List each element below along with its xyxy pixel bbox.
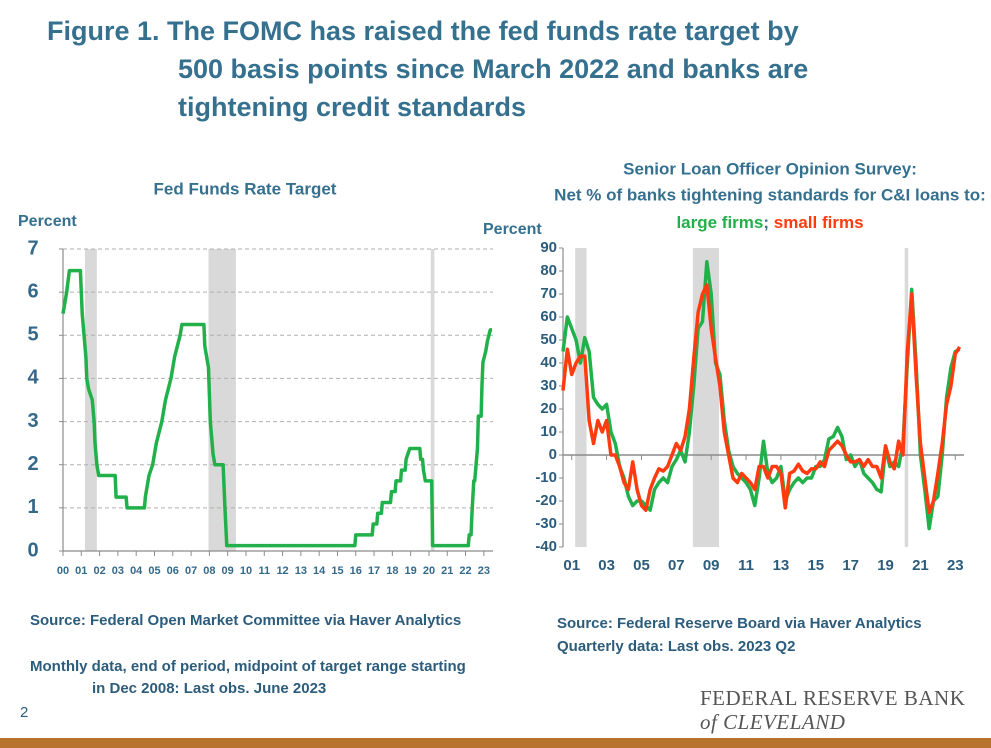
y-tick-label: 7 [27,237,38,259]
x-tick-label: 18 [386,565,398,577]
y-tick-label: 70 [540,285,557,302]
x-tick-label: 01 [75,565,87,577]
source-note: Source: Federal Reserve Board via Haver … [557,615,922,632]
legend-entry: large firms [676,213,763,232]
data-line [561,260,961,531]
x-tick-label: 17 [842,557,859,574]
x-tick-label: 08 [203,565,215,577]
page-number: 2 [20,704,28,721]
x-tick-label: 15 [807,557,824,574]
x-tick-label: 10 [240,565,252,577]
y-axis-label: Percent [18,213,77,230]
x-tick-label: 15 [331,565,343,577]
x-tick-label: 06 [167,565,179,577]
y-tick-label: 0 [549,446,557,463]
x-tick-label: 17 [368,565,380,577]
y-tick-label: 1 [27,496,38,518]
y-tick-label: 60 [540,308,557,325]
y-tick-label: 6 [27,280,38,302]
x-tick-label: 03 [112,565,124,577]
recession-shading [430,249,435,551]
data-note: Quarterly data: Last obs. 2023 Q2 [557,638,796,655]
x-tick-label: 11 [738,557,754,574]
x-tick-label: 03 [598,557,615,574]
recession-shading [208,249,236,551]
y-tick-label: 90 [540,239,557,256]
y-tick-label: 30 [540,377,557,394]
data-line [61,268,493,548]
recession-shading [575,248,587,547]
x-tick-label: 22 [459,565,471,577]
x-tick-label: 11 [258,565,270,577]
logo-line: of CLEVELAND [700,710,846,734]
y-tick-label: 20 [540,400,557,417]
y-tick-label: 80 [540,262,557,279]
y-tick-label: 10 [540,423,557,440]
legend-entry: small firms [774,213,864,232]
x-tick-label: 19 [877,557,894,574]
x-tick-label: 05 [633,557,650,574]
x-tick-label: 07 [185,565,197,577]
slide-title: Figure 1. The FOMC has raised the fed fu… [47,16,799,46]
x-tick-label: 00 [57,565,69,577]
source-note: Source: Federal Open Market Committee vi… [30,612,462,629]
chart-title: Senior Loan Officer Opinion Survey: [623,159,917,178]
y-tick-label: 5 [27,324,38,346]
chart-title: Net % of banks tightening standards for … [554,185,986,204]
y-tick-label: 50 [540,331,557,348]
x-tick-label: 09 [222,565,234,577]
data-note: Monthly data, end of period, midpoint of… [30,658,466,697]
slide-title: 500 basis points since March 2022 and ba… [178,54,809,84]
x-tick-label: 21 [912,557,929,574]
y-tick-label: -40 [535,538,557,555]
x-tick-label: 21 [441,565,453,577]
x-tick-label: 13 [773,557,790,574]
x-tick-label: 01 [563,557,580,574]
x-tick-label: 07 [668,557,685,574]
y-tick-label: 2 [27,453,38,475]
x-tick-label: 16 [350,565,362,577]
y-tick-label: 40 [540,354,557,371]
y-tick-label: -30 [535,515,557,532]
logo-line: FEDERAL RESERVE BANK [700,686,966,710]
data-line [561,283,962,515]
y-tick-label: -10 [535,469,557,486]
legend-separator: ; [763,213,769,232]
y-tick-label: -20 [535,492,557,509]
chart-title: Fed Funds Rate Target [154,179,337,198]
y-tick-label: 0 [27,539,38,561]
x-tick-label: 05 [148,565,160,577]
y-axis-label: Percent [483,221,542,238]
x-tick-label: 04 [130,565,143,577]
slide-title: tightening credit standards [178,92,527,122]
x-tick-label: 23 [947,557,964,574]
x-tick-label: 19 [405,565,417,577]
y-tick-label: 3 [27,410,38,432]
x-tick-label: 13 [295,565,307,577]
x-tick-label: 23 [478,565,490,577]
x-tick-label: 12 [276,565,288,577]
bottom-bar [0,738,991,748]
x-tick-label: 14 [313,565,326,577]
x-tick-label: 09 [703,557,720,574]
y-tick-label: 4 [27,367,39,389]
legend: large firms; small firms [676,213,863,232]
x-tick-label: 20 [423,565,435,577]
x-tick-label: 02 [93,565,105,577]
